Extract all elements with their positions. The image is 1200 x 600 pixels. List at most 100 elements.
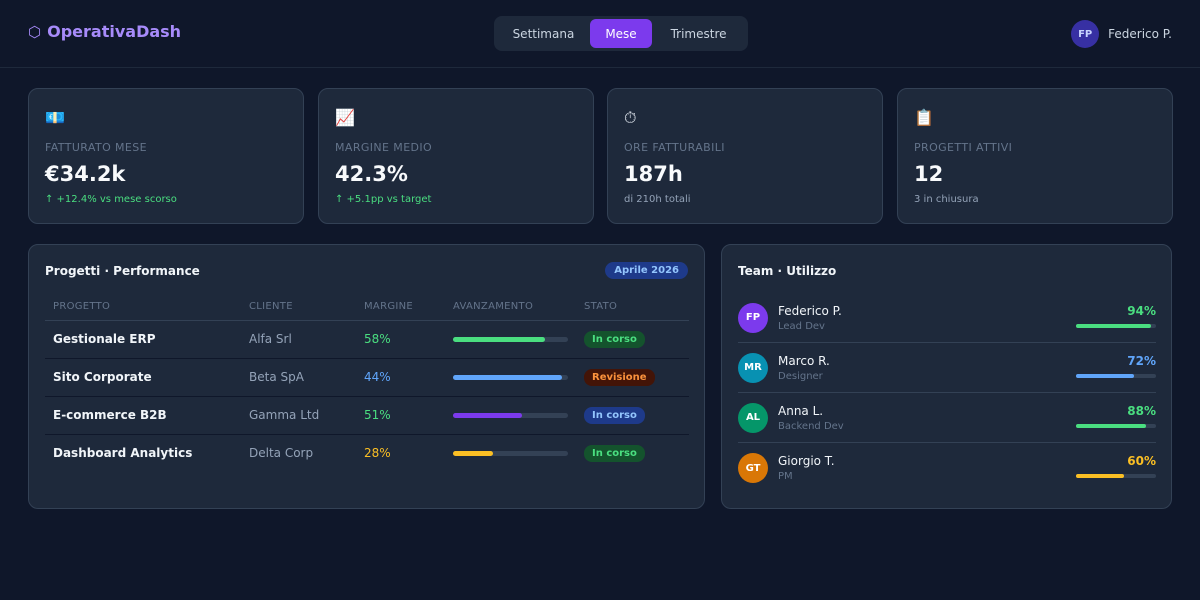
brand-name: OperativaDash [47, 22, 182, 41]
progress-cell [445, 358, 576, 397]
table-row[interactable]: E-commerce B2B Gamma Ltd 51% In corso [45, 396, 689, 435]
project-name: Dashboard Analytics [53, 446, 193, 461]
tab-settimana[interactable]: Settimana [512, 26, 575, 41]
column-header[interactable]: MARGINE [356, 294, 445, 321]
column-header[interactable]: PROGETTO [45, 294, 241, 321]
progress-cell [445, 396, 576, 435]
member-name: Giorgio T. [778, 454, 835, 468]
stopwatch-icon: ⏱ [624, 108, 637, 127]
member-role: Backend Dev [778, 420, 844, 432]
kpi-value: 12 [914, 162, 944, 186]
progress-fill [453, 336, 545, 342]
progress-fill [453, 374, 563, 380]
table-header-row: PROGETTO CLIENTE MARGINE AVANZAMENTO STA… [45, 294, 689, 321]
project-margin: 28% [364, 446, 391, 461]
utilization-value: 60% [1127, 454, 1156, 468]
project-margin: 58% [356, 320, 445, 359]
kpi-value: 42.3% [335, 162, 408, 186]
status-cell: Revisione [576, 358, 689, 397]
client-name: Gamma Ltd [241, 396, 356, 435]
euro-banknote-icon: 💶 [45, 108, 65, 127]
kpi-value: €34.2k [45, 162, 126, 186]
project-margin: 51% [356, 396, 445, 435]
status-badge: In corso [584, 330, 645, 348]
tab-mese[interactable]: Mese [589, 19, 653, 48]
user-menu[interactable]: FP Federico P. [1071, 20, 1172, 48]
utilization-bar [1076, 474, 1156, 478]
member-role: PM [778, 471, 793, 482]
client-name: Delta Corp [249, 446, 314, 461]
table-row[interactable]: Sito Corporate Beta SpA 44% Revisione [45, 358, 689, 397]
kpi-label: FATTURATO MESE [45, 141, 148, 154]
tab-trimestre[interactable]: Trimestre [670, 26, 727, 41]
utilization-bar [1076, 374, 1156, 378]
status-badge: In corso [584, 444, 645, 462]
progress-fill [453, 450, 494, 456]
utilization-bar [1076, 424, 1156, 428]
projects-panel: Progetti · Performance Aprile 2026 PROGE… [28, 244, 705, 509]
panel-title: Team · Utilizzo [738, 264, 837, 278]
table-row[interactable]: Dashboard Analytics Delta Corp 28% In co… [45, 434, 689, 472]
progress-bar [453, 412, 568, 418]
progress-bar [453, 450, 568, 456]
member-role: Lead Dev [778, 320, 825, 332]
period-badge: Aprile 2026 [605, 262, 688, 279]
hexagon-icon: ⬡ [28, 22, 42, 41]
utilization-value: 72% [1127, 354, 1156, 368]
progress-cell [445, 434, 576, 472]
kpi-card-fatturato: 💶 FATTURATO MESE €34.2k ↑ +12.4% vs mese… [28, 88, 304, 224]
project-name: Gestionale ERP [45, 320, 241, 359]
column-header[interactable]: CLIENTE [241, 294, 356, 321]
list-item[interactable]: GT Giorgio T. PM 60% [738, 443, 1156, 493]
team-list: FP Federico P. Lead Dev 94% MR Marco R. … [738, 293, 1156, 493]
chart-increasing-icon: 📈 [335, 108, 355, 127]
project-margin: 44% [356, 358, 445, 397]
user-name: Federico P. [1108, 27, 1172, 41]
list-item[interactable]: FP Federico P. Lead Dev 94% [738, 293, 1156, 343]
project-name: Sito Corporate [45, 358, 241, 397]
kpi-value: 187h [624, 162, 683, 186]
kpi-card-ore: ⏱ ORE FATTURABILI 187h di 210h totali [607, 88, 883, 224]
clipboard-icon: 📋 [914, 108, 934, 127]
team-panel: Team · Utilizzo FP Federico P. Lead Dev … [721, 244, 1172, 509]
kpi-label: MARGINE MEDIO [335, 141, 433, 154]
client-name: Beta SpA [241, 358, 356, 397]
period-selector: Settimana Mese Trimestre [494, 16, 748, 51]
table-row[interactable]: Gestionale ERP Alfa Srl 58% In corso [45, 320, 689, 359]
avatar: MR [738, 352, 768, 383]
list-item[interactable]: AL Anna L. Backend Dev 88% [738, 393, 1156, 443]
utilization-value: 94% [1127, 304, 1156, 318]
project-name: E-commerce B2B [45, 396, 241, 435]
column-header[interactable]: AVANZAMENTO [445, 294, 576, 321]
kpi-trend: ↑ +12.4% vs mese scorso [45, 194, 177, 205]
kpi-label: ORE FATTURABILI [624, 141, 725, 154]
brand-logo[interactable]: ⬡ OperativaDash [28, 22, 181, 41]
client-name: Alfa Srl [241, 320, 356, 359]
projects-table: PROGETTO CLIENTE MARGINE AVANZAMENTO STA… [45, 294, 689, 472]
member-name: Anna L. [778, 403, 824, 418]
avatar: FP [738, 302, 768, 333]
column-header[interactable]: STATO [576, 294, 689, 321]
kpi-sub: di 210h totali [624, 194, 691, 205]
kpi-card-progetti: 📋 PROGETTI ATTIVI 12 3 in chiusura [897, 88, 1173, 224]
utilization-fill [1076, 474, 1124, 478]
progress-fill [453, 412, 522, 418]
utilization-bar [1076, 324, 1156, 328]
status-cell: In corso [576, 434, 689, 472]
status-cell: In corso [576, 396, 689, 435]
member-role: Designer [778, 370, 823, 382]
progress-bar [453, 374, 568, 380]
avatar: AL [738, 402, 768, 433]
kpi-label: PROGETTI ATTIVI [914, 141, 1013, 154]
progress-bar [453, 336, 568, 342]
utilization-value: 88% [1127, 404, 1156, 418]
list-item[interactable]: MR Marco R. Designer 72% [738, 343, 1156, 393]
utilization-fill [1076, 324, 1152, 328]
member-name: Marco R. [778, 353, 830, 368]
status-badge: In corso [584, 406, 645, 424]
progress-cell [445, 320, 576, 359]
utilization-fill [1076, 374, 1134, 378]
kpi-sub: 3 in chiusura [914, 194, 979, 205]
top-bar: ⬡ OperativaDash Settimana Mese Trimestre… [0, 0, 1200, 68]
status-cell: In corso [576, 320, 689, 359]
